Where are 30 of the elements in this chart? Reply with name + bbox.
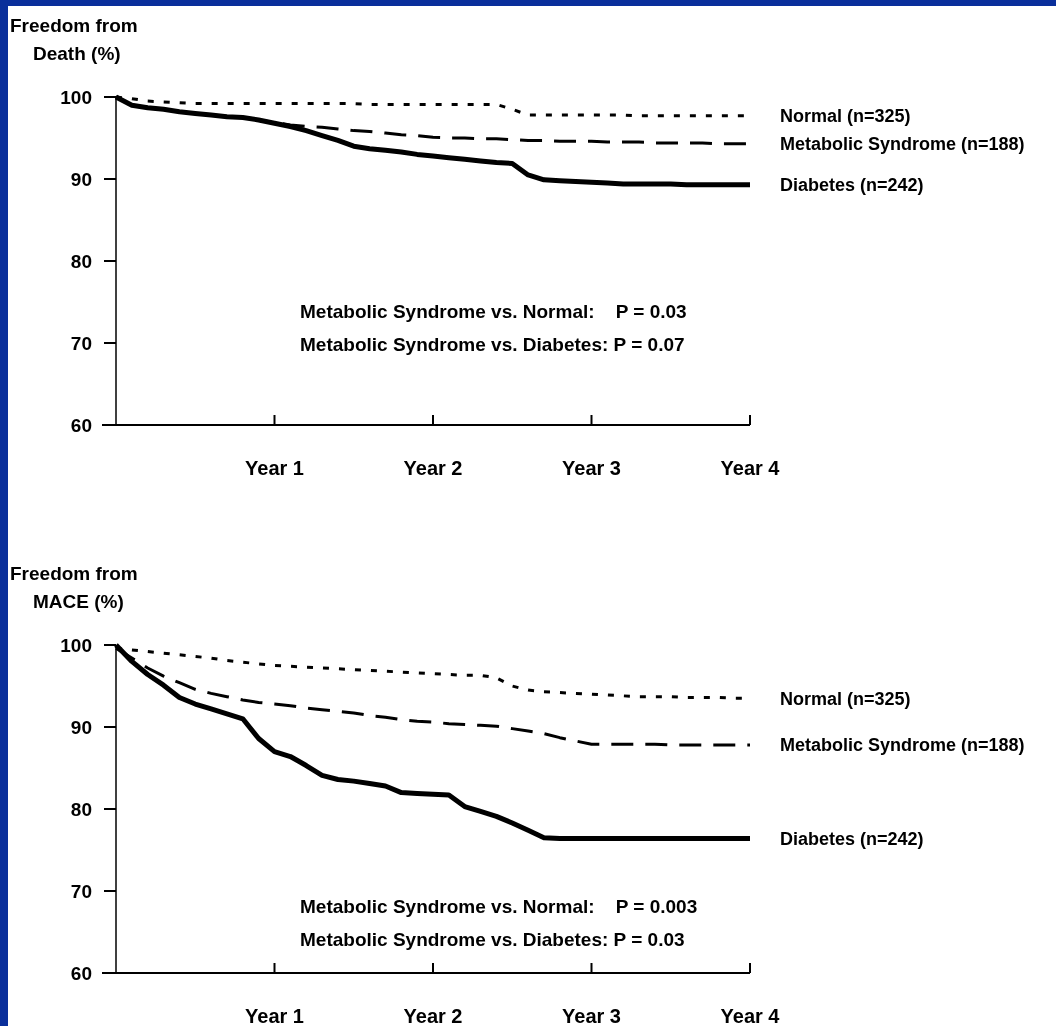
series-label: Metabolic Syndrome (n=188): [780, 134, 1025, 155]
series-label: Normal (n=325): [780, 106, 911, 127]
y-tick-label: 90: [70, 716, 92, 738]
y-tick-label: 80: [70, 798, 92, 820]
x-tick-label: Year 2: [403, 457, 463, 479]
annotation: Metabolic Syndrome vs. Diabetes: P = 0.07: [300, 334, 685, 355]
y-tick-label: 100: [60, 634, 92, 656]
series-label: Diabetes (n=242): [780, 175, 924, 196]
annotation: Metabolic Syndrome vs. Normal: P = 0.03: [300, 301, 687, 322]
x-tick-label: Year 2: [403, 1005, 463, 1026]
series-label: Normal (n=325): [780, 688, 911, 709]
series-label: Metabolic Syndrome (n=188): [780, 735, 1025, 756]
y-axis-title: Freedom from Death (%): [10, 15, 138, 64]
x-tick-label: Year 1: [245, 457, 304, 479]
y-tick-label: 60: [70, 962, 92, 984]
x-tick-label: Year 4: [720, 457, 781, 479]
y-tick-label: 60: [70, 414, 92, 436]
annotation: Metabolic Syndrome vs. Diabetes: P = 0.03: [300, 929, 685, 950]
y-tick-label: 90: [70, 168, 92, 190]
y-tick-label: 100: [60, 86, 92, 108]
y-axis-title: Freedom from MACE (%): [10, 563, 138, 612]
y-tick-label: 70: [70, 880, 92, 902]
x-tick-label: Year 3: [562, 457, 621, 479]
x-tick-label: Year 4: [720, 1005, 781, 1026]
annotation: Metabolic Syndrome vs. Normal: P = 0.003: [300, 896, 698, 917]
x-tick-label: Year 1: [245, 1005, 304, 1026]
series-label: Diabetes (n=242): [780, 828, 924, 849]
x-tick-label: Year 3: [562, 1005, 621, 1026]
y-tick-label: 70: [70, 332, 92, 354]
y-tick-label: 80: [70, 250, 92, 272]
